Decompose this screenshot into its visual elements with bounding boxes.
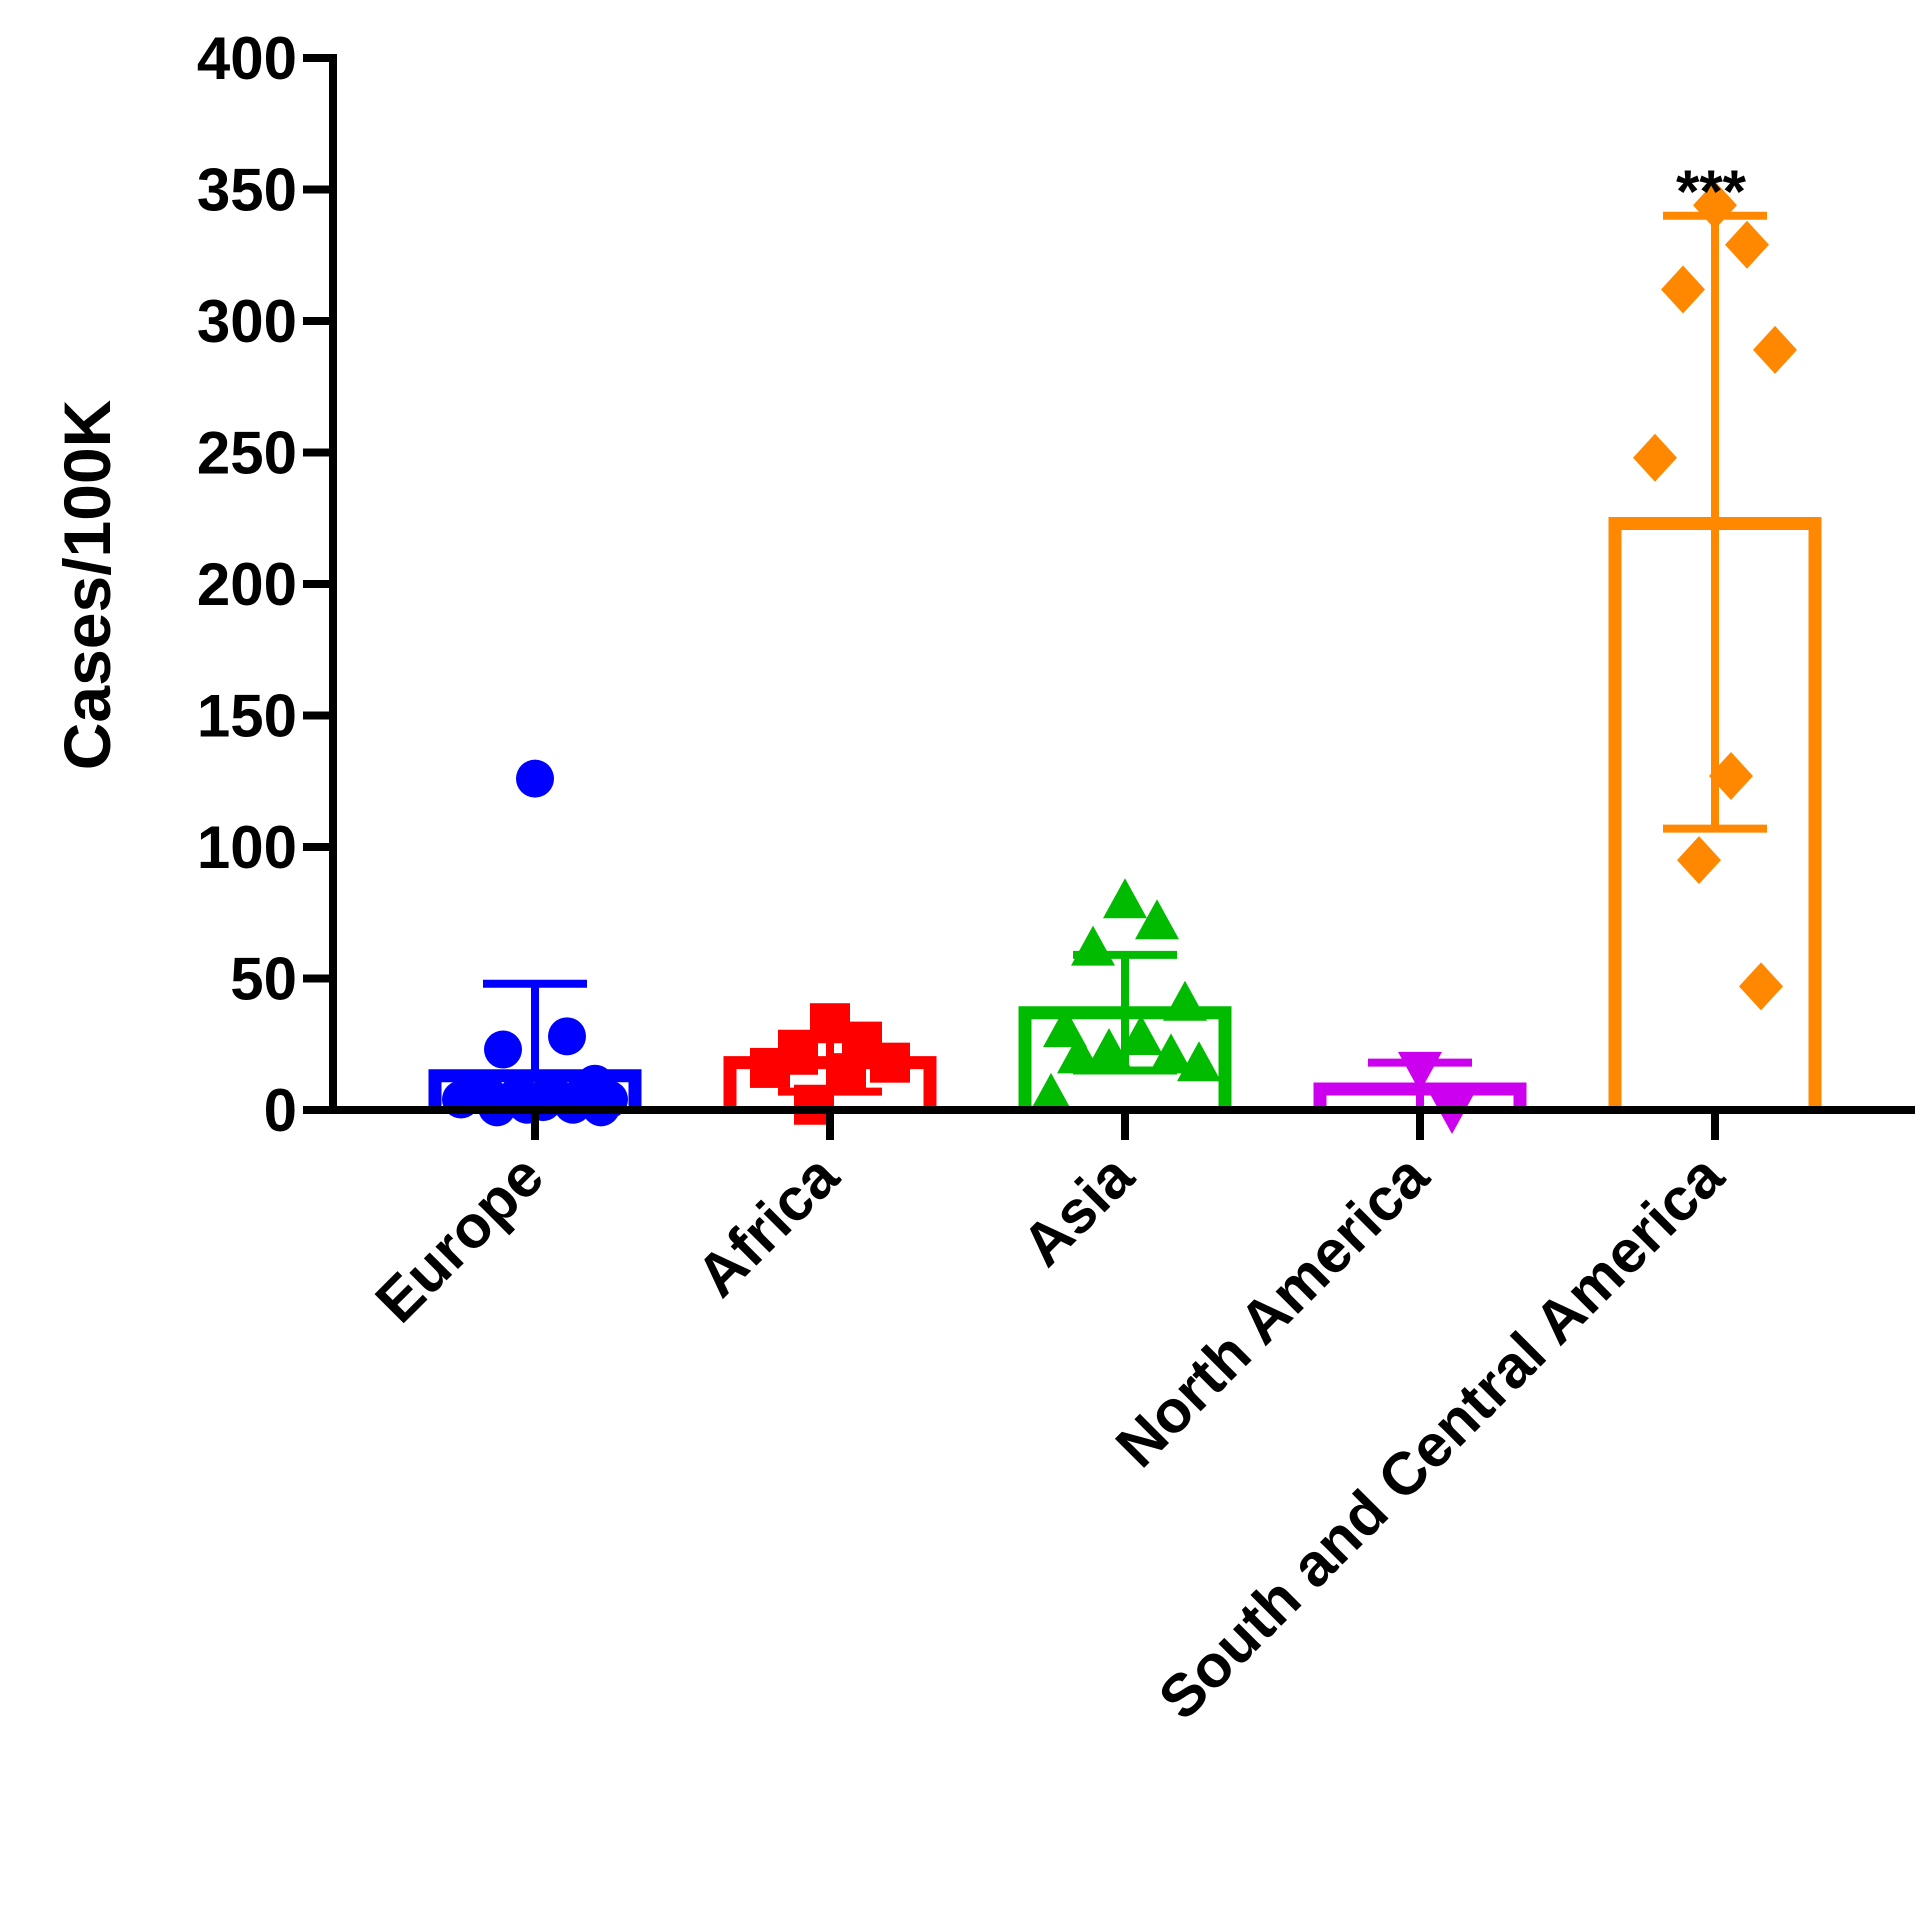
data-point: [1043, 1007, 1087, 1048]
y-tick-label: 100: [197, 814, 297, 881]
data-point: [750, 1047, 790, 1088]
y-tick-label: 150: [197, 683, 297, 750]
data-point: [870, 1042, 910, 1083]
data-point: [1177, 1041, 1221, 1082]
data-point: [1693, 181, 1737, 230]
data-point: [1029, 1072, 1073, 1113]
data-point: [1725, 220, 1769, 269]
y-tick-label: 50: [230, 946, 297, 1013]
x-tick-label: Europe: [363, 1142, 557, 1336]
data-point: [548, 1017, 586, 1056]
data-point: [1103, 878, 1147, 919]
data-point: [1709, 751, 1753, 800]
data-point: [1071, 925, 1115, 966]
y-tick-label: 250: [197, 420, 297, 487]
x-tick-label: Asia: [1009, 1141, 1146, 1278]
x-tick-label: Africa: [684, 1141, 852, 1309]
data-point: [1087, 1028, 1131, 1069]
data-point: [554, 1085, 592, 1124]
data-point: [516, 759, 554, 798]
data-point: [1119, 1014, 1163, 1055]
y-axis-title: Cases/100K: [50, 399, 124, 770]
data-point: [484, 1030, 522, 1069]
data-point: [1739, 962, 1783, 1011]
data-point: [1163, 980, 1207, 1021]
y-ticks-layer: 0 50 100 150 200 250 300 350 400: [197, 25, 333, 1144]
y-tick-label: 200: [197, 551, 297, 618]
data-point: [1135, 899, 1179, 940]
y-tick-label: 400: [197, 25, 297, 92]
x-tick-label: South and Central America: [1146, 1141, 1737, 1732]
y-tick-label: 350: [197, 157, 297, 224]
annotation-layer: ***: [1676, 158, 1747, 225]
data-point: [1661, 265, 1705, 314]
data-point: [1633, 433, 1677, 482]
y-tick-label: 300: [197, 288, 297, 355]
data-point: [1677, 836, 1721, 885]
y-tick-label: 0: [264, 1077, 297, 1144]
data-point: [1753, 325, 1797, 374]
significance-annotation: ***: [1676, 158, 1747, 225]
data-point: [1057, 1033, 1101, 1074]
data-point: [1398, 1051, 1442, 1092]
x-tick-label: North America: [1103, 1141, 1442, 1480]
points-layer: [442, 181, 1797, 1134]
error-bars-layer: [483, 211, 1767, 1114]
data-point: [1149, 1033, 1193, 1074]
